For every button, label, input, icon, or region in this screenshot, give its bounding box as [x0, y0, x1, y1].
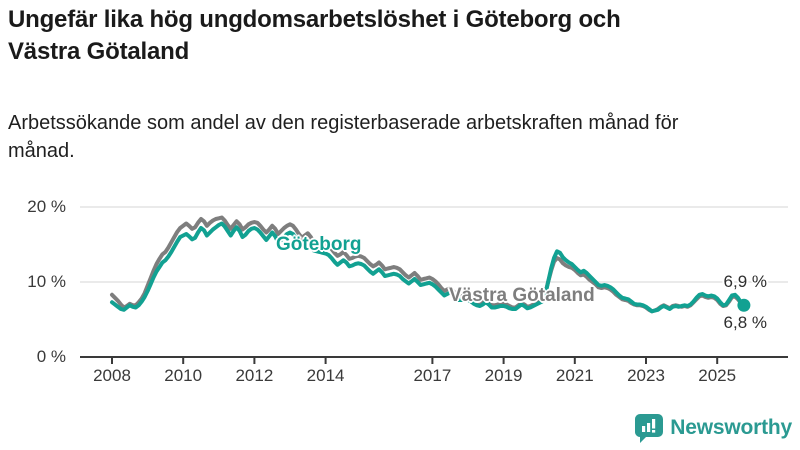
- x-tick-label: 2019: [484, 366, 523, 385]
- y-tick-label: 0 %: [36, 347, 66, 366]
- x-tick-label: 2023: [627, 366, 665, 385]
- series-label-goteborg: Göteborg: [276, 234, 362, 255]
- series-label-vastra-gotaland: Västra Götaland: [449, 285, 595, 306]
- newsworthy-logo: Newsworthy: [635, 413, 792, 443]
- x-tick-label: 2008: [93, 366, 131, 385]
- chart-title: Ungefär lika hög ungdomsarbetslöshet i G…: [8, 6, 621, 65]
- x-tick-label: 2014: [306, 366, 345, 385]
- y-tick-label: 10 %: [27, 272, 66, 291]
- newsworthy-wordmark: Newsworthy: [670, 416, 792, 439]
- x-tick-label: 2017: [413, 366, 452, 385]
- x-tick-label: 2021: [555, 366, 594, 385]
- bar-chart-speech-bubble-icon: [635, 414, 664, 443]
- x-tick-label: 2025: [698, 366, 737, 385]
- end-value-label-vastra-gotaland: 6,8 %: [723, 313, 767, 332]
- end-value-label-goteborg: 6,9 %: [723, 272, 767, 291]
- x-tick-label: 2012: [235, 366, 274, 385]
- chart-subtitle: Arbetssökande som andel av den registerb…: [8, 112, 679, 162]
- y-tick-label: 20 %: [27, 197, 66, 216]
- x-tick-label: 2010: [164, 366, 203, 385]
